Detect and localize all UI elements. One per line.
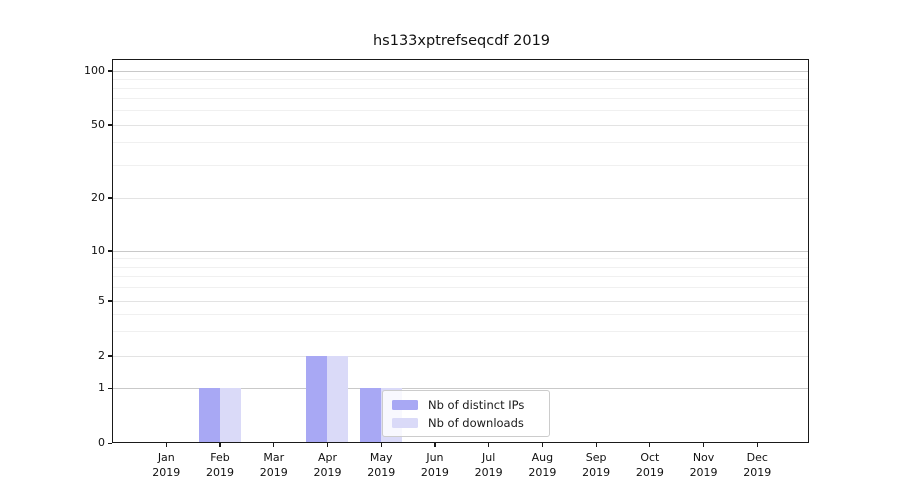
bar-downloads-feb xyxy=(220,388,242,444)
legend-swatch-distinct-ips xyxy=(392,399,418,411)
legend-row-downloads: Nb of downloads xyxy=(392,415,540,431)
bar-distinct-ips-may xyxy=(360,388,382,444)
gridline-y-1 xyxy=(113,387,809,389)
gridline-y-3 xyxy=(113,331,809,333)
gridline-y-5 xyxy=(113,300,809,302)
gridline-y-9 xyxy=(113,258,809,260)
gridline-y-40 xyxy=(113,142,809,144)
gridline-y-100 xyxy=(113,70,809,72)
legend-label-downloads: Nb of downloads xyxy=(428,416,524,430)
legend-row-distinct-ips: Nb of distinct IPs xyxy=(392,397,540,413)
legend-label-distinct-ips: Nb of distinct IPs xyxy=(428,398,525,412)
gridline-y-2 xyxy=(113,355,809,357)
gridline-y-4 xyxy=(113,313,809,315)
bar-distinct-ips-feb xyxy=(199,388,221,444)
gridline-y-8 xyxy=(113,266,809,268)
chart-title: hs133xptrefseqcdf 2019 xyxy=(372,33,551,49)
bar-distinct-ips-apr xyxy=(306,356,328,444)
gridline-y-60 xyxy=(113,110,809,112)
gridline-y-30 xyxy=(113,165,809,167)
gridline-y-10 xyxy=(113,250,809,252)
gridline-y-20 xyxy=(113,197,809,199)
gridline-y-6 xyxy=(113,287,809,289)
gridline-y-50 xyxy=(113,124,809,126)
gridline-y-70 xyxy=(113,98,809,100)
legend-swatch-downloads xyxy=(392,417,418,429)
gridline-y-80 xyxy=(113,87,809,89)
bar-downloads-apr xyxy=(327,356,349,444)
gridline-y-90 xyxy=(113,78,809,80)
gridline-y-7 xyxy=(113,276,809,278)
legend: Nb of distinct IPs Nb of downloads xyxy=(382,390,550,437)
